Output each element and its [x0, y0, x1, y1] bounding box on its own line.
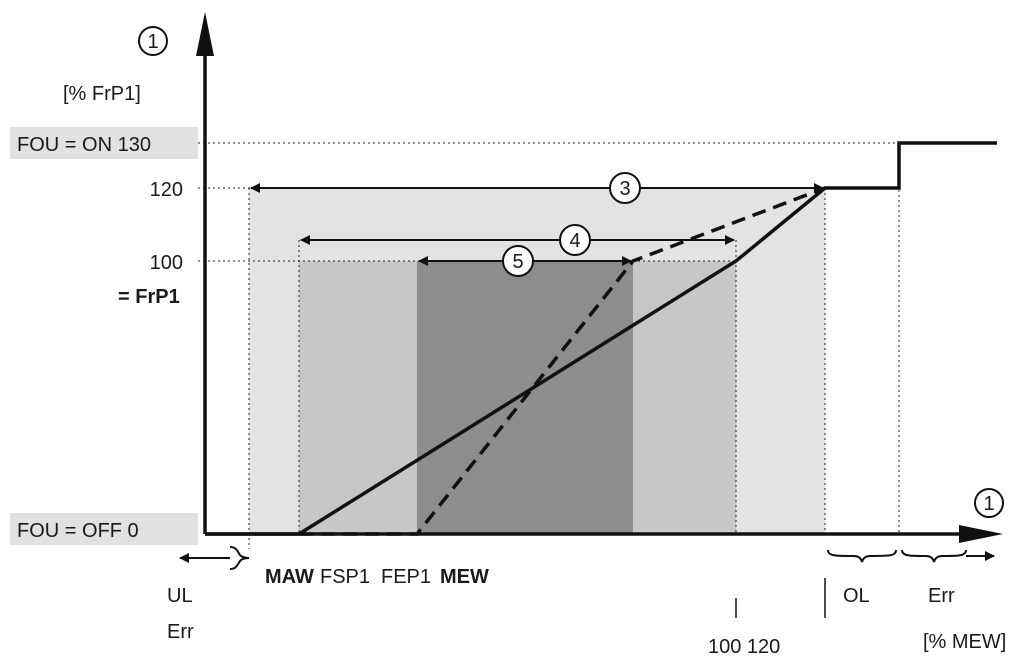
fou-off-label-bg — [10, 513, 198, 545]
ol-region-brace — [827, 549, 897, 563]
range-marker-4: 4 — [559, 224, 591, 256]
x-axis-unit: [% MEW] — [923, 631, 1006, 653]
svg-text:1: 1 — [147, 31, 158, 53]
ul-err-label: Err — [167, 621, 194, 643]
y-axis-unit: [% FrP1] — [63, 83, 141, 105]
svg-text:3: 3 — [619, 178, 630, 200]
range-marker-3: 3 — [609, 172, 641, 204]
fou-on-label-bg — [10, 127, 198, 159]
x-axis-arrowhead — [959, 525, 1003, 543]
y-axis-arrowhead — [196, 12, 214, 56]
fsp1-label: FSP1 — [320, 566, 370, 588]
x-100-120-label: 100 120 — [708, 636, 780, 658]
level-100-label: 100 — [150, 252, 183, 274]
guide-lines — [198, 142, 997, 549]
svg-text:4: 4 — [569, 230, 580, 252]
maw-label: MAW — [265, 566, 314, 588]
err-label: Err — [928, 585, 955, 607]
level-120-label: 120 — [150, 179, 183, 201]
svg-text:1: 1 — [983, 493, 994, 515]
fou-on-label: FOU = ON 130 — [17, 134, 151, 156]
range-marker-5: 5 — [502, 245, 534, 277]
y-axis-marker: 1 — [138, 26, 168, 56]
ul-region-brace — [179, 546, 250, 570]
err-region-brace — [901, 549, 995, 563]
fep1-label: FEP1 — [381, 566, 431, 588]
frp1-label: = FrP1 — [118, 286, 180, 308]
ul-label: UL — [167, 585, 193, 607]
fou-off-label: FOU = OFF 0 — [17, 520, 139, 542]
x-axis-marker: 1 — [974, 488, 1004, 518]
ol-label: OL — [843, 585, 870, 607]
mew-label: MEW — [440, 566, 489, 588]
characteristic-curve-dashed-fep — [299, 186, 826, 536]
svg-text:5: 5 — [512, 251, 523, 273]
